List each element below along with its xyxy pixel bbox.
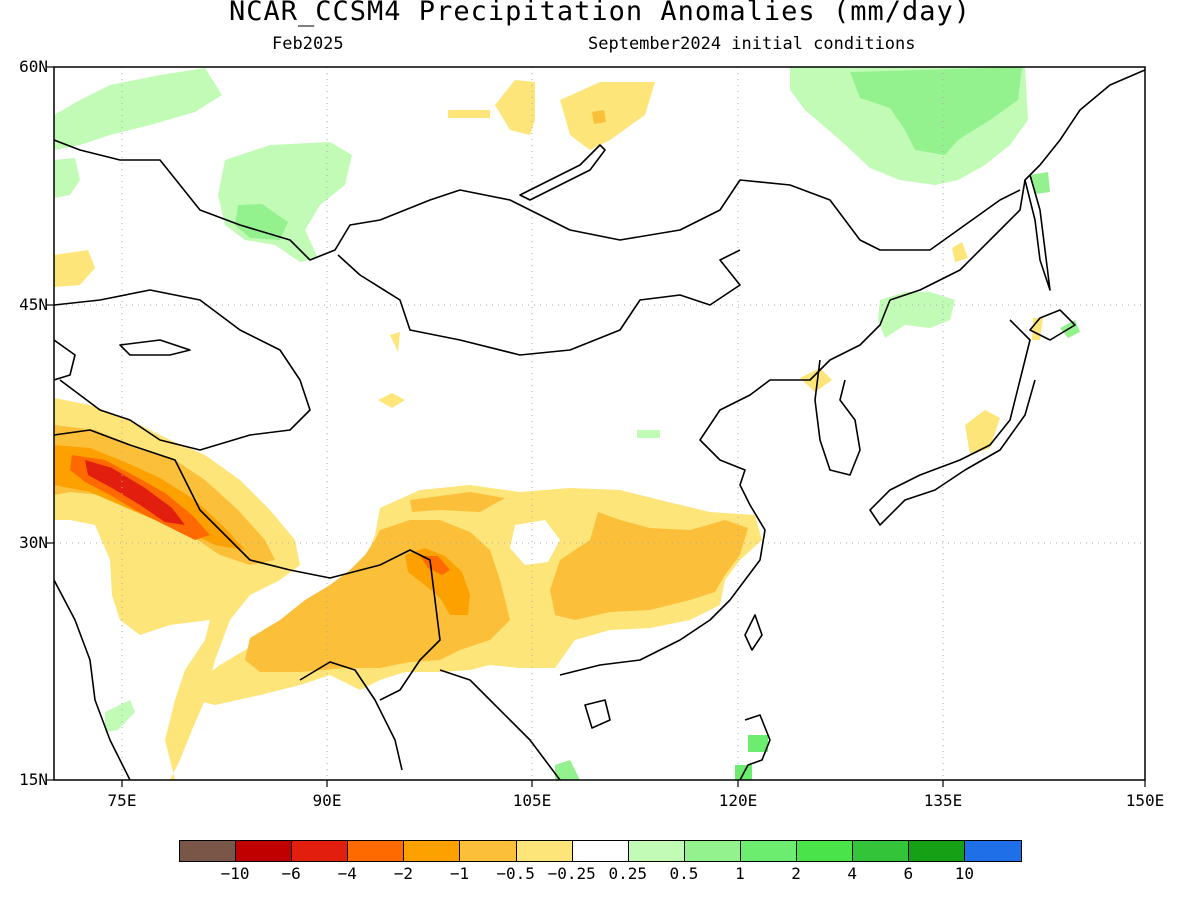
dry-region-caspian [54,250,95,287]
subtitle-forecast-month: Feb2025 [272,34,344,54]
lon-label-150e: 150E [1125,791,1165,810]
wet-region-central-asia [218,142,352,262]
wet-region-hokkaido [1060,320,1080,338]
legend-swatch [572,841,629,861]
legend-swatch [460,841,517,861]
dry-region-himalaya-4 [85,460,185,525]
legend-label: −0.25 [547,864,596,883]
wet-region-far-east-core [850,67,1022,155]
coast-lake-baikal [519,144,606,201]
coastlines-and-borders [54,69,1145,780]
plot-frame [53,66,1146,781]
legend-label: −1 [449,864,470,883]
lat-label-45n: 45N [19,295,48,314]
legend-label: −4 [337,864,357,883]
wet-region-yellow-sea [637,430,660,438]
coast-aral-caspian [54,339,76,381]
lat-label-30n: 30N [19,533,48,552]
lon-label-120e: 120E [718,791,758,810]
wet-region-seasia [555,760,580,780]
legend-label: 0.5 [669,864,699,883]
dry-region-mongolia-small [448,110,490,118]
legend-swatch [965,841,1022,861]
border-seasia [439,669,561,780]
legend-label: 2 [791,864,801,883]
lon-label-75e: 75E [107,791,137,810]
legend-swatch [404,841,461,861]
dry-region-yunnan-peak [420,556,450,575]
wet-region-central-asia-core [235,204,288,240]
legend-swatch [909,841,966,861]
legend-swatch [292,841,349,861]
wet-region-india [105,700,135,732]
coast-china-east [559,299,891,676]
dry-region-baikal [560,82,655,150]
legend-swatch [740,841,798,861]
legend-label: 6 [903,864,914,883]
legend-swatch [180,841,237,861]
legend-label: 10 [954,864,975,883]
border-russia-kazakhstan [54,139,1021,261]
border-india-outline [54,579,131,780]
border-central-asia [54,289,311,451]
coast-hokkaido [1029,309,1076,341]
lon-label-105e: 105E [512,791,552,810]
tick-marks [47,66,1146,787]
legend-label: 4 [847,864,857,883]
coast-hainan [584,699,611,729]
legend-swatch [684,841,741,861]
dry-region-japan [965,318,1043,455]
legend-label: −10 [220,864,250,883]
legend-swatch [853,841,910,861]
color-legend [179,840,1023,862]
dry-region-yunnan-core [405,548,470,615]
border-bay-of-bengal [299,661,403,771]
coast-japan [869,319,1036,526]
dry-region-mongolia-north [495,80,535,135]
wet-region-manchuria [878,292,955,338]
legend-label: −2 [393,864,414,883]
dry-region-tibet-north [378,393,405,408]
dry-region-south-china-core [550,512,748,620]
dry-region-northeast [952,242,968,262]
coast-korea [814,359,861,476]
dry-region-qinghai [390,332,400,352]
wet-region-kazakhstan [54,68,222,150]
legend-swatch [348,841,405,861]
chart-title: NCAR_CCSM4 Precipitation Anomalies (mm/d… [229,0,971,27]
legend-swatch [628,841,685,861]
legend-swatch [236,841,293,861]
wet-region-philippines [735,735,768,780]
coast-philippines [739,714,771,780]
legend-label: 1 [735,864,745,883]
anomaly-field [54,67,1080,780]
wet-region-kazakhstan-west [54,158,80,198]
lon-label-90e: 90E [312,791,342,810]
dry-region-baikal-core [592,110,606,124]
legend-label: −0.5 [496,864,535,883]
dry-region-yunnan [245,492,510,672]
lat-label-60n: 60N [19,57,48,76]
subtitle-initial-conditions: September2024 initial conditions [588,34,916,54]
wet-region-sakhalin [1030,172,1050,194]
lat-label-15n: 15N [19,770,48,789]
legend-label: 0.25 [608,864,648,883]
legend-swatch [797,841,854,861]
legend-label: −6 [281,864,301,883]
coast-taiwan [744,614,763,651]
coast-sakhalin [1024,174,1051,291]
border-mongolia-china [337,249,741,356]
border-himalaya [54,429,441,701]
gridlines [54,67,1145,780]
lon-label-135e: 135E [923,791,963,810]
legend-swatch [516,841,573,861]
dry-region-manchuria [800,368,832,392]
coast-lake-balkhash [119,339,191,356]
